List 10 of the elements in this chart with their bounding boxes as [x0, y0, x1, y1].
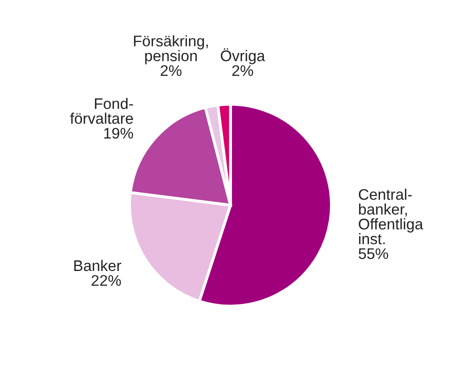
data-label: 19%: [104, 128, 134, 139]
slice-label: Central- banker, Offentliga inst.: [358, 188, 424, 244]
data-label: 22%: [92, 275, 121, 286]
data-label: 2%: [232, 65, 254, 76]
slice-label: Övriga: [220, 48, 266, 64]
slice-label: Försäkring, pension: [134, 35, 208, 64]
slice-label: Banker: [74, 260, 122, 272]
slice-label: Fond- förvaltare: [70, 98, 133, 124]
data-label: 55%: [358, 248, 388, 260]
data-label: 2%: [160, 65, 182, 76]
